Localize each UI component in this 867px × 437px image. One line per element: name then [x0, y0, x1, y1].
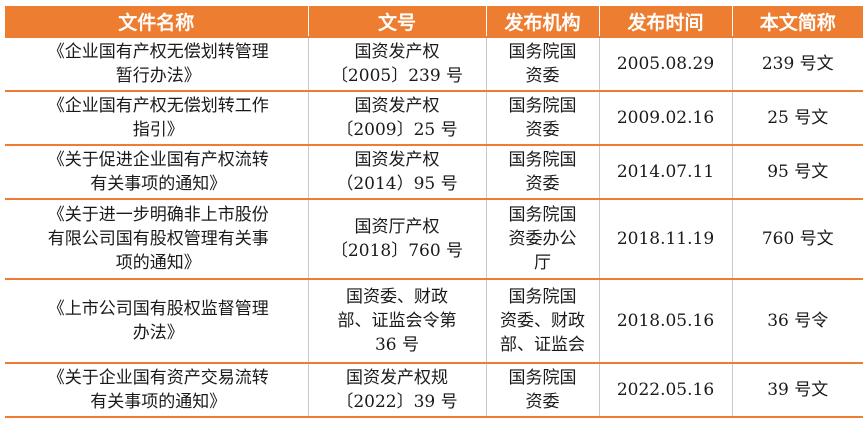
- cell-file-name: 《关于进一步明确非上市股份 有限公司国有股权管理有关事 项的通知》: [5, 199, 309, 280]
- regulation-table: 文件名称 文号 发布机构 发布时间 本文简称 《企业国有产权无偿划转管理 暂行办…: [5, 6, 863, 418]
- header-doc-number: 文号: [308, 6, 487, 38]
- header-row: 文件名称 文号 发布机构 发布时间 本文简称: [5, 6, 863, 38]
- cell-file-name: 《企业国有产权无偿划转工作 指引》: [5, 91, 309, 146]
- cell-file-name: 《企业国有产权无偿划转管理 暂行办法》: [5, 37, 309, 92]
- cell-short-name: 239 号文: [732, 37, 863, 92]
- header-short-name: 本文简称: [732, 6, 863, 38]
- cell-issuer: 国务院国 资委: [486, 363, 600, 418]
- cell-doc-number: 国资厅产权 〔2018〕760 号: [308, 199, 487, 280]
- table-body: 《企业国有产权无偿划转管理 暂行办法》 国资发产权 〔2005〕239 号 国务…: [5, 37, 863, 418]
- cell-doc-number: 国资发产权 〔2009〕25 号: [308, 91, 487, 146]
- table-row: 《关于进一步明确非上市股份 有限公司国有股权管理有关事 项的通知》 国资厅产权 …: [5, 199, 863, 280]
- table-row: 《企业国有产权无偿划转管理 暂行办法》 国资发产权 〔2005〕239 号 国务…: [5, 37, 863, 92]
- cell-short-name: 95 号文: [732, 145, 863, 200]
- cell-doc-number: 国资委、财政 部、证监会令第 36 号: [308, 279, 487, 364]
- cell-doc-number: 国资发产权规 〔2022〕39 号: [308, 363, 487, 418]
- table-row: 《关于促进企业国有产权流转 有关事项的通知》 国资发产权 （2014）95 号 …: [5, 145, 863, 200]
- header-file-name: 文件名称: [5, 6, 309, 38]
- cell-doc-number: 国资发产权 〔2005〕239 号: [308, 37, 487, 92]
- header-issue-date: 发布时间: [599, 6, 733, 38]
- cell-issue-date: 2018.11.19: [599, 199, 733, 280]
- cell-issue-date: 2018.05.16: [599, 279, 733, 364]
- cell-issue-date: 2005.08.29: [599, 37, 733, 92]
- cell-issue-date: 2022.05.16: [599, 363, 733, 418]
- cell-doc-number: 国资发产权 （2014）95 号: [308, 145, 487, 200]
- cell-issuer: 国务院国 资委、财政 部、证监会: [486, 279, 600, 364]
- cell-file-name: 《上市公司国有股权监督管理 办法》: [5, 279, 309, 364]
- cell-issuer: 国务院国 资委: [486, 37, 600, 92]
- cell-short-name: 36 号令: [732, 279, 863, 364]
- table-header: 文件名称 文号 发布机构 发布时间 本文简称: [5, 6, 863, 38]
- header-issuer: 发布机构: [486, 6, 600, 38]
- cell-file-name: 《关于促进企业国有产权流转 有关事项的通知》: [5, 145, 309, 200]
- cell-issue-date: 2009.02.16: [599, 91, 733, 146]
- cell-issuer: 国务院国 资委: [486, 145, 600, 200]
- cell-file-name: 《关于企业国有资产交易流转 有关事项的通知》: [5, 363, 309, 418]
- table-row: 《上市公司国有股权监督管理 办法》 国资委、财政 部、证监会令第 36 号 国务…: [5, 279, 863, 364]
- cell-short-name: 760 号文: [732, 199, 863, 280]
- table-row: 《关于企业国有资产交易流转 有关事项的通知》 国资发产权规 〔2022〕39 号…: [5, 363, 863, 418]
- cell-issue-date: 2014.07.11: [599, 145, 733, 200]
- cell-issuer: 国务院国 资委办公 厅: [486, 199, 600, 280]
- cell-short-name: 25 号文: [732, 91, 863, 146]
- table-row: 《企业国有产权无偿划转工作 指引》 国资发产权 〔2009〕25 号 国务院国 …: [5, 91, 863, 146]
- cell-issuer: 国务院国 资委: [486, 91, 600, 146]
- cell-short-name: 39 号文: [732, 363, 863, 418]
